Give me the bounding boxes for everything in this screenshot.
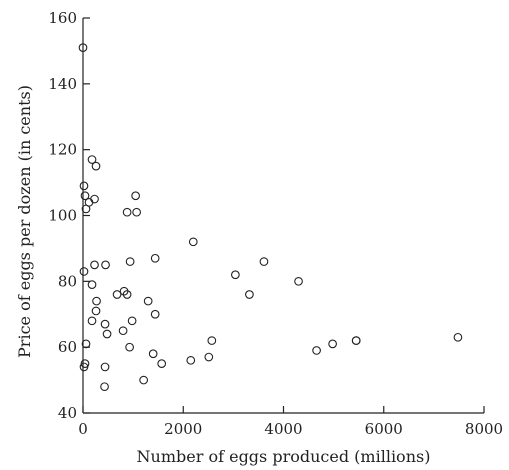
data-point: [90, 194, 99, 204]
data-point: [351, 336, 361, 345]
data-point: [81, 204, 91, 214]
y-tick-label: 80: [58, 272, 77, 290]
data-point: [90, 260, 99, 270]
data-point: [150, 253, 160, 263]
data-point: [148, 349, 158, 359]
data-point: [143, 296, 153, 306]
x-tick-label: 4000: [264, 420, 302, 438]
y-ticks: 40 60 80 100 120 140 160: [48, 9, 90, 422]
data-point: [101, 260, 110, 270]
data-point: [100, 382, 109, 392]
data-point: [112, 290, 122, 299]
data-point: [92, 296, 101, 306]
data-point: [79, 181, 89, 191]
data-point: [231, 270, 240, 280]
data-point: [122, 207, 132, 217]
data-point: [312, 346, 321, 355]
data-point: [102, 329, 112, 339]
data-point: [118, 326, 128, 336]
x-ticks: 0 2000 4000 6000 8000: [78, 406, 503, 438]
axes: [82, 18, 484, 414]
y-tick-label: 140: [48, 75, 77, 93]
data-point: [150, 309, 160, 319]
data-point: [125, 342, 134, 352]
y-tick-label: 100: [48, 207, 77, 225]
data-point: [122, 290, 132, 299]
data-point: [204, 352, 214, 362]
data-point: [80, 191, 90, 201]
x-tick-label: 6000: [365, 420, 403, 438]
x-axis-label: Number of eggs produced (millions): [137, 447, 431, 466]
data-point: [79, 362, 89, 372]
data-point: [87, 155, 97, 164]
y-tick-label: 160: [48, 9, 77, 27]
data-point: [100, 319, 110, 329]
data-point: [157, 359, 167, 368]
data-point: [127, 316, 137, 326]
data-point: [188, 237, 198, 247]
data-point: [100, 362, 110, 372]
x-tick-label: 2000: [164, 420, 202, 438]
data-points: [78, 43, 463, 392]
y-axis-label: Price of eggs per dozen (in cents): [15, 85, 34, 358]
data-point: [453, 332, 463, 342]
x-tick-label: 0: [78, 420, 88, 438]
data-point: [245, 290, 254, 299]
data-point: [131, 191, 140, 201]
data-point: [87, 280, 97, 289]
y-tick-label: 120: [48, 141, 77, 159]
data-point: [259, 257, 269, 266]
y-tick-label: 40: [58, 404, 77, 422]
data-point: [132, 207, 141, 217]
x-tick-label: 8000: [465, 420, 503, 438]
y-tick-label: 60: [58, 338, 77, 356]
data-point: [328, 339, 337, 349]
data-point: [91, 161, 101, 171]
data-point: [87, 316, 97, 326]
data-point: [78, 43, 88, 52]
data-point: [125, 257, 135, 266]
data-point: [207, 336, 217, 345]
data-point: [294, 276, 303, 286]
data-point: [139, 375, 149, 385]
data-point: [81, 339, 91, 349]
data-point: [79, 267, 89, 276]
data-point: [91, 306, 101, 316]
data-point: [186, 355, 196, 365]
